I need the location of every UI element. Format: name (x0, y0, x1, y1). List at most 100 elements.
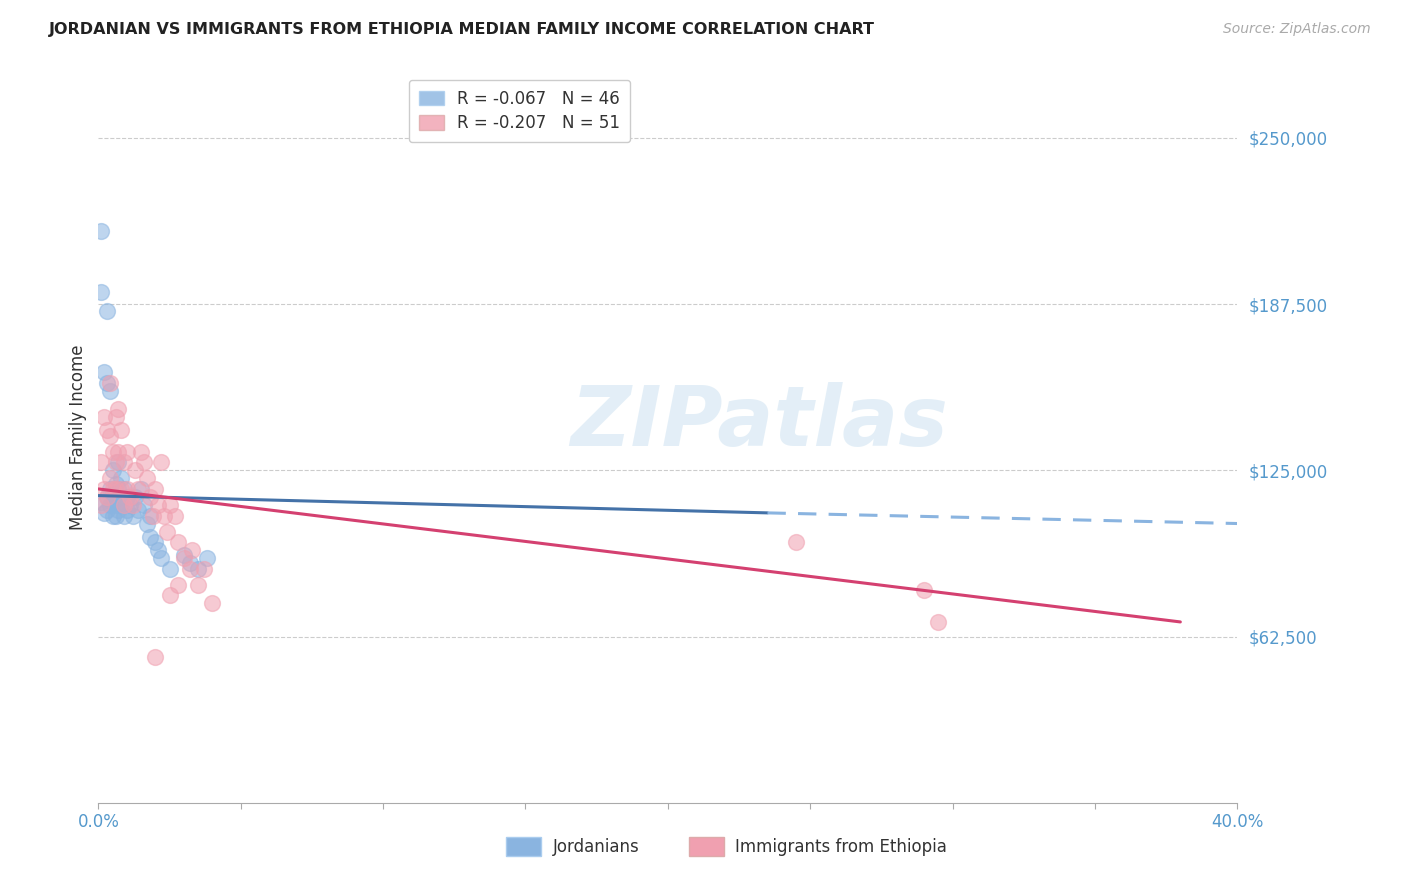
Point (115, 444, 138, 458)
Point (110, 482, 132, 496)
Point (98, 429, 121, 443)
Point (101, 487, 124, 501)
Point (115, 503, 138, 517)
Point (127, 503, 149, 517)
Point (101, 508, 124, 523)
Point (129, 482, 152, 496)
Point (93, 410, 115, 425)
Point (118, 498, 141, 512)
Point (150, 551, 173, 566)
Text: JORDANIAN VS IMMIGRANTS FROM ETHIOPIA MEDIAN FAMILY INCOME CORRELATION CHART: JORDANIAN VS IMMIGRANTS FROM ETHIOPIA ME… (49, 22, 875, 37)
Point (148, 543, 170, 558)
Point (93, 482, 115, 496)
Point (115, 482, 138, 496)
Point (181, 543, 204, 558)
Point (167, 577, 190, 591)
Point (112, 508, 135, 523)
Point (101, 444, 124, 458)
Point (107, 455, 129, 469)
Point (124, 490, 146, 504)
Point (145, 482, 167, 496)
Point (101, 495, 124, 509)
Point (98, 471, 121, 485)
Point (96, 303, 118, 318)
Point (193, 562, 215, 576)
Point (159, 562, 181, 576)
Point (104, 482, 127, 496)
Point (124, 463, 146, 477)
Point (173, 551, 195, 566)
Point (138, 508, 160, 523)
Point (167, 535, 190, 549)
Point (96, 503, 118, 517)
Point (98, 376, 121, 390)
Point (129, 444, 152, 458)
Point (195, 551, 218, 566)
Point (107, 482, 129, 496)
Point (110, 424, 132, 438)
Point (90, 285, 112, 299)
Point (107, 402, 129, 417)
Point (101, 463, 124, 477)
Point (132, 498, 155, 512)
Point (912, 582, 935, 597)
Point (107, 444, 129, 458)
Text: ZIPatlas: ZIPatlas (569, 382, 948, 463)
Point (90, 224, 112, 238)
Point (159, 498, 181, 512)
Point (110, 498, 132, 512)
Text: Source: ZipAtlas.com: Source: ZipAtlas.com (1223, 22, 1371, 37)
Point (90, 495, 112, 509)
Point (179, 557, 201, 571)
Point (101, 482, 124, 496)
Legend: R = -0.067   N = 46, R = -0.207   N = 51: R = -0.067 N = 46, R = -0.207 N = 51 (409, 79, 630, 143)
Point (121, 498, 143, 512)
Point (141, 508, 163, 523)
Point (159, 588, 181, 602)
Point (104, 410, 127, 425)
Y-axis label: Median Family Income: Median Family Income (69, 344, 87, 530)
Point (785, 535, 807, 549)
Point (179, 562, 201, 576)
Point (138, 490, 160, 504)
Point (112, 482, 135, 496)
Point (110, 471, 132, 485)
Point (115, 490, 138, 504)
Point (98, 498, 121, 512)
Point (127, 482, 149, 496)
Point (927, 615, 949, 629)
Point (145, 649, 167, 664)
Point (90, 455, 112, 469)
Point (165, 508, 187, 523)
Point (145, 535, 167, 549)
Point (104, 508, 127, 523)
Point (112, 455, 135, 469)
Point (93, 506, 115, 520)
Point (135, 471, 157, 485)
Point (138, 530, 160, 544)
Point (156, 524, 179, 539)
Point (93, 365, 115, 379)
Point (118, 490, 141, 504)
Point (90, 498, 112, 512)
Point (98, 482, 121, 496)
Point (187, 577, 209, 591)
Point (107, 490, 129, 504)
Text: Immigrants from Ethiopia: Immigrants from Ethiopia (735, 838, 948, 855)
Point (107, 503, 129, 517)
Point (104, 476, 127, 491)
Point (135, 516, 157, 531)
Point (148, 498, 170, 512)
Point (96, 424, 118, 438)
Point (104, 455, 127, 469)
Point (112, 498, 135, 512)
Point (104, 498, 127, 512)
Point (96, 490, 118, 504)
Text: Jordanians: Jordanians (553, 838, 640, 855)
Point (150, 455, 173, 469)
Point (96, 490, 118, 504)
Point (201, 596, 224, 610)
Point (132, 455, 155, 469)
Point (96, 376, 118, 390)
Point (153, 508, 176, 523)
